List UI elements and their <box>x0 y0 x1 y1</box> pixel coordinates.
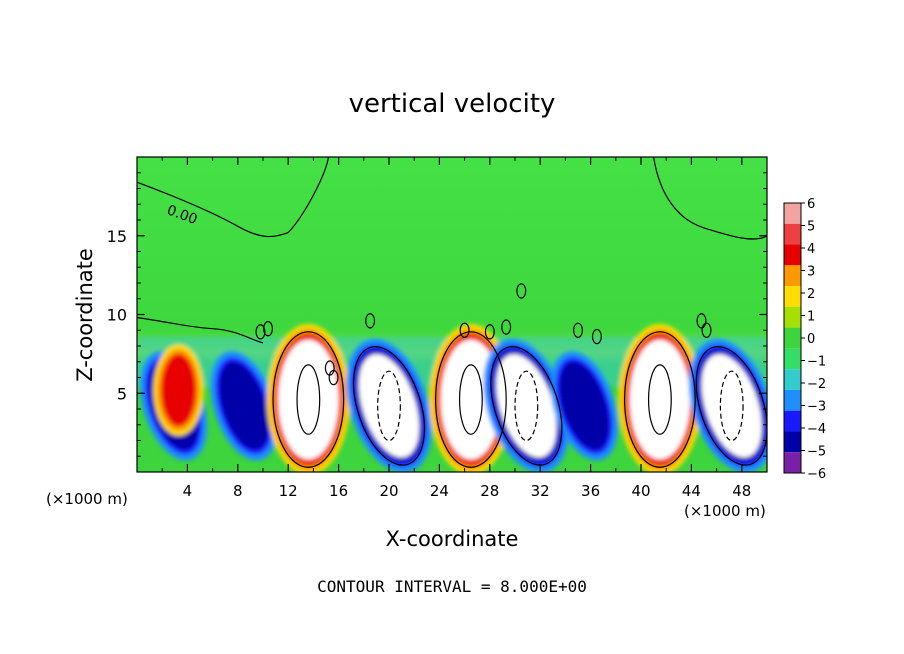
x-tick-label-6: 28 <box>480 482 499 500</box>
colorbar-label-12: −6 <box>807 467 826 482</box>
colorbar-swatch-4 <box>784 286 801 307</box>
x-tick-label-3: 16 <box>329 482 348 500</box>
contour-interval-note: CONTOUR INTERVAL = 8.000E+00 <box>317 577 587 596</box>
colorbar-label-6: 0 <box>807 332 815 347</box>
downdraft-core-4 <box>358 354 420 458</box>
colorbar-label-0: 6 <box>807 197 815 212</box>
colorbar-label-1: 5 <box>807 220 815 235</box>
small-contour-11 <box>696 313 707 329</box>
colorbar-label-4: 2 <box>807 287 815 302</box>
small-contour-12 <box>701 322 712 338</box>
colorbar-label-7: −1 <box>807 355 826 370</box>
zero-contour-upper-left <box>137 157 330 238</box>
small-contour-8 <box>516 283 527 299</box>
x-tick-label-1: 8 <box>233 482 243 500</box>
small-contour-4 <box>365 313 376 329</box>
y-axis-label: Z-coordinate <box>73 248 97 382</box>
zero-contour-mid <box>137 317 264 344</box>
small-contour-6 <box>484 324 495 340</box>
cell-contour-3 <box>272 331 345 468</box>
cell-contour-8 <box>624 331 696 468</box>
x-unit-right: (×1000 m) <box>684 502 766 520</box>
cell-inner-contour-9 <box>719 370 744 442</box>
colorbar: 6 5 4 3 2 1 0 −1 −2 −3 −4 −5 −6 <box>783 197 826 482</box>
x-axis-label: X-coordinate <box>386 527 519 551</box>
colorbar-swatch-11 <box>784 431 801 453</box>
x-tick-label-5: 24 <box>430 482 449 500</box>
updraft-red-1 <box>160 353 197 427</box>
x-tick-label-4: 20 <box>379 482 398 500</box>
y-axis-ticks: 5 10 15 <box>107 172 767 457</box>
y-tick-label-1: 10 <box>107 306 127 325</box>
colorbar-swatch-0 <box>784 203 801 224</box>
field-blobs <box>137 323 767 472</box>
updraft-core-3 <box>278 339 339 460</box>
downdraft-core-6 <box>496 354 557 458</box>
x-tick-label-10: 44 <box>682 482 701 500</box>
cell-inner-contour-6 <box>514 370 539 442</box>
colorbar-swatch-9 <box>784 389 801 411</box>
small-contour-3 <box>328 369 339 386</box>
colorbar-swatch-3 <box>784 265 801 287</box>
cell-contour-9 <box>695 346 767 466</box>
velocity-field <box>137 157 767 472</box>
colorbar-swatch-12 <box>784 452 801 473</box>
small-contour-1 <box>263 320 274 337</box>
cell-inner-contour-8 <box>647 364 672 435</box>
small-contour-10 <box>591 328 602 345</box>
downdraft-navy-7 <box>559 361 610 450</box>
cell-contour-4 <box>352 346 426 466</box>
x-tick-label-0: 4 <box>183 482 193 500</box>
x-unit-left: (×1000 m) <box>46 490 128 508</box>
zero-contour-upper-right <box>653 157 767 240</box>
colorbar-label-8: −2 <box>807 377 826 392</box>
colorbar-label-11: −5 <box>807 445 826 460</box>
colorbar-swatch-6 <box>784 327 801 349</box>
cell-inner-contour-5 <box>458 364 483 435</box>
y-tick-label-0: 5 <box>117 384 127 403</box>
small-contour-0 <box>255 324 266 340</box>
x-tick-label-2: 12 <box>279 482 298 500</box>
downdraft-navy-2 <box>219 361 269 450</box>
cell-contour-5 <box>435 331 507 468</box>
x-tick-label-7: 32 <box>531 482 550 500</box>
x-tick-label-9: 40 <box>631 482 650 500</box>
colorbar-swatch-2 <box>784 244 801 266</box>
colorbar-label-2: 4 <box>807 242 815 257</box>
downdraft-core-9 <box>701 354 762 458</box>
colorbar-swatch-5 <box>784 306 801 328</box>
cell-inner-contour-3 <box>296 364 321 435</box>
chart-title: vertical velocity <box>349 89 556 119</box>
colorbar-swatch-1 <box>784 223 801 245</box>
small-contour-9 <box>572 322 584 338</box>
small-contour-7 <box>501 319 512 335</box>
colorbar-swatch-8 <box>784 369 801 390</box>
colorbar-label-10: −4 <box>807 422 826 437</box>
colorbar-label-5: 1 <box>807 310 815 325</box>
colorbar-swatch-10 <box>784 410 801 432</box>
x-tick-label-11: 48 <box>732 482 751 500</box>
x-tick-label-8: 36 <box>581 482 600 500</box>
cell-contour-6 <box>490 346 563 466</box>
cell-inner-contour-4 <box>377 370 401 442</box>
updraft-core-8 <box>629 339 691 460</box>
colorbar-label-9: −3 <box>807 400 826 415</box>
y-tick-label-2: 15 <box>107 227 127 246</box>
colorbar-swatch-7 <box>784 348 801 370</box>
x-axis-ticks: 4 8 12 16 20 24 28 32 36 40 44 48 <box>161 157 751 500</box>
small-contour-5 <box>459 322 470 338</box>
colorbar-label-3: 3 <box>807 265 815 280</box>
